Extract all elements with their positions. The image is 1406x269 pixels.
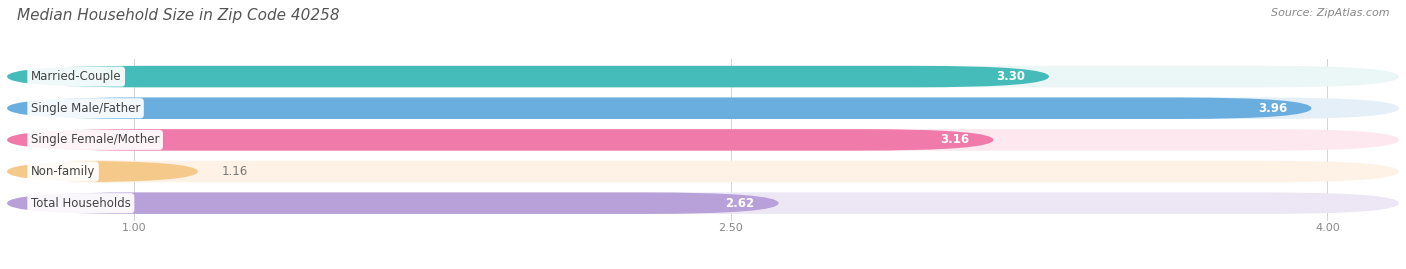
Text: 2.62: 2.62 <box>725 197 755 210</box>
FancyBboxPatch shape <box>7 129 993 151</box>
Text: 3.96: 3.96 <box>1258 102 1288 115</box>
FancyBboxPatch shape <box>7 97 1312 119</box>
FancyBboxPatch shape <box>7 66 1049 87</box>
Text: 3.16: 3.16 <box>941 133 970 146</box>
Text: Source: ZipAtlas.com: Source: ZipAtlas.com <box>1271 8 1389 18</box>
Text: Single Male/Father: Single Male/Father <box>31 102 141 115</box>
Text: Single Female/Mother: Single Female/Mother <box>31 133 159 146</box>
FancyBboxPatch shape <box>7 161 1399 182</box>
Text: Median Household Size in Zip Code 40258: Median Household Size in Zip Code 40258 <box>17 8 339 23</box>
FancyBboxPatch shape <box>7 192 779 214</box>
Text: Non-family: Non-family <box>31 165 96 178</box>
FancyBboxPatch shape <box>7 97 1399 119</box>
FancyBboxPatch shape <box>7 192 1399 214</box>
FancyBboxPatch shape <box>7 66 1399 87</box>
FancyBboxPatch shape <box>7 161 198 182</box>
FancyBboxPatch shape <box>7 129 1399 151</box>
Text: 1.16: 1.16 <box>222 165 247 178</box>
Text: Total Households: Total Households <box>31 197 131 210</box>
Text: 3.30: 3.30 <box>995 70 1025 83</box>
Text: Married-Couple: Married-Couple <box>31 70 121 83</box>
